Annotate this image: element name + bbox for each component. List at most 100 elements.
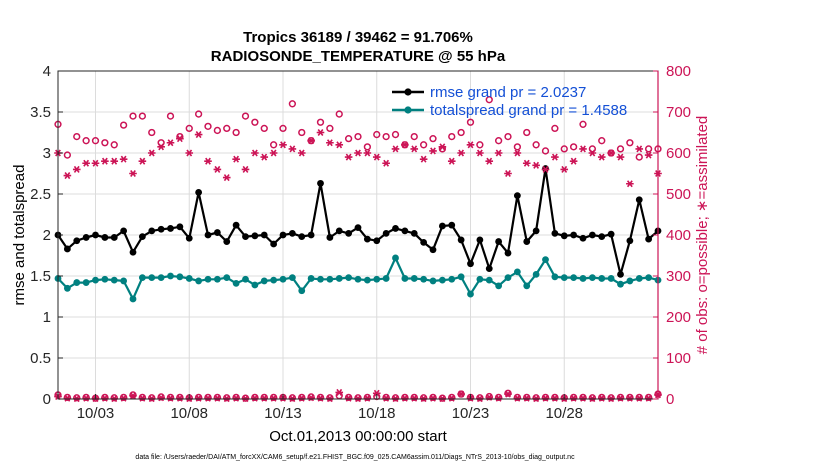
obs-assimilated-point <box>447 394 456 402</box>
obs-assimilated-point <box>222 174 231 182</box>
obs-possible-point <box>569 393 578 402</box>
obs-possible-point <box>288 394 297 402</box>
data-point <box>335 227 343 235</box>
obs-assimilated-point <box>494 149 503 157</box>
obs-assimilated-point <box>429 147 437 155</box>
obs-assimilated-point <box>410 394 419 402</box>
obs-possible-point <box>494 393 503 402</box>
obs-assimilated-point <box>485 157 494 165</box>
obs-assimilated-point <box>635 145 644 153</box>
data-point <box>167 272 174 280</box>
data-point <box>579 275 587 282</box>
data-point <box>532 227 540 235</box>
obs-assimilated-point <box>204 394 212 402</box>
data-point <box>420 275 428 283</box>
obs-assimilated-point <box>307 394 315 402</box>
data-point <box>373 275 381 283</box>
obs-assimilated-point <box>101 157 109 165</box>
obs-possible-point <box>513 143 522 151</box>
obs-possible-point <box>560 145 568 153</box>
obs-assimilated-point <box>616 394 625 402</box>
obs-assimilated-point <box>232 394 240 402</box>
data-point <box>495 238 503 245</box>
obs-assimilated-point <box>288 145 297 153</box>
obs-assimilated-point <box>269 394 278 402</box>
chart-subtitle: RADIOSONDE_TEMPERATURE @ 55 hPa <box>211 48 506 65</box>
y-tick-label-right: 500 <box>666 186 691 203</box>
obs-assimilated-point <box>401 141 409 149</box>
data-point <box>204 231 212 239</box>
obs-assimilated-point <box>297 149 306 157</box>
obs-possible-point <box>129 391 137 399</box>
data-point <box>373 237 381 245</box>
data-point <box>476 236 484 244</box>
x-axis-label: Oct.01,2013 00:00:00 start <box>269 428 447 445</box>
obs-possible-point <box>579 393 587 402</box>
series-rmse <box>54 165 662 278</box>
y-tick-label-left: 2.5 <box>30 186 51 203</box>
data-point <box>101 234 109 241</box>
obs-possible-point <box>307 393 315 401</box>
obs-possible-point <box>523 128 531 137</box>
data-point <box>401 275 409 282</box>
data-point <box>204 275 212 283</box>
data-point <box>532 270 540 278</box>
data-point <box>138 233 146 241</box>
data-point <box>626 237 634 245</box>
obs-assimilated-point <box>644 151 653 159</box>
data-point <box>495 282 503 290</box>
legend-rmse-marker <box>404 88 412 96</box>
data-point <box>448 221 456 229</box>
y-tick-label-left: 3 <box>43 145 51 162</box>
obs-possible-point <box>251 393 259 402</box>
x-tick-label: 10/23 <box>452 405 490 422</box>
data-point <box>542 256 549 263</box>
obs-assimilated-point <box>213 165 222 173</box>
x-tick-label: 10/18 <box>358 405 396 422</box>
obs-possible-point <box>391 394 400 402</box>
obs-possible-point <box>82 137 90 145</box>
obs-possible-point <box>541 147 550 155</box>
obs-assimilated-point <box>522 394 531 402</box>
obs-assimilated-point <box>626 394 634 402</box>
data-point <box>410 229 418 237</box>
data-point <box>176 273 184 281</box>
data-point <box>110 234 118 241</box>
obs-possible-point <box>382 132 390 141</box>
obs-possible-point <box>232 393 240 402</box>
obs-possible-point <box>523 393 531 402</box>
obs-possible-point <box>185 124 193 133</box>
obs-possible-point <box>232 128 240 137</box>
data-point <box>392 254 399 262</box>
obs-possible-point <box>429 393 437 402</box>
obs-possible-point <box>541 393 550 402</box>
data-point <box>288 274 296 282</box>
obs-assimilated-point <box>138 157 147 165</box>
obs-assimilated-point <box>616 153 625 161</box>
series-layer <box>54 96 662 403</box>
y-tick-label-left: 4 <box>43 63 51 80</box>
obs-possible-point <box>63 393 72 402</box>
data-point <box>157 274 165 282</box>
data-point <box>129 248 137 256</box>
obs-assimilated-point <box>129 169 137 178</box>
data-point <box>551 229 559 237</box>
data-point <box>523 282 531 290</box>
obs-possible-point <box>288 100 297 108</box>
obs-possible-point <box>316 118 325 126</box>
obs-assimilated-point <box>185 149 194 157</box>
obs-possible-point <box>598 393 606 402</box>
data-point <box>307 231 315 239</box>
obs-possible-point <box>176 393 184 402</box>
obs-possible-point <box>148 128 156 137</box>
obs-possible-point <box>635 393 643 402</box>
obs-possible-point <box>110 394 118 402</box>
data-point <box>448 275 456 283</box>
obs-possible-point <box>166 393 175 402</box>
obs-possible-point <box>223 124 231 133</box>
obs-assimilated-point <box>119 155 128 163</box>
obs-assimilated-point <box>588 149 597 157</box>
obs-assimilated-point <box>326 139 334 147</box>
data-point <box>120 277 128 285</box>
